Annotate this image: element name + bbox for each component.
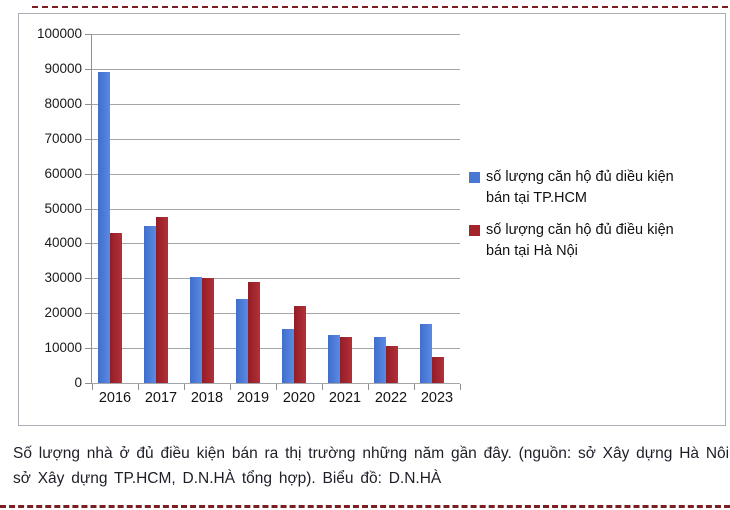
gridline — [92, 313, 460, 315]
y-axis-tick — [85, 278, 92, 280]
legend-label-line: số lượng căn hộ đủ diều kiện — [486, 169, 674, 185]
bar-2020-series0 — [282, 328, 294, 383]
y-axis-tick — [85, 34, 92, 35]
legend-label-line: số lượng căn hộ đủ điều kiện — [486, 222, 674, 238]
gridline — [92, 383, 460, 384]
x-axis-label: 2018 — [190, 390, 224, 406]
bar-2017-series1 — [156, 217, 168, 383]
bar-2016-series1 — [110, 232, 122, 383]
x-axis-label: 2017 — [144, 390, 178, 406]
legend-item-1: số lượng căn hộ đủ điều kiện bán tại Hà N… — [469, 220, 721, 262]
x-axis-tick — [230, 384, 231, 390]
plot-area: 0 10000 20000 30000 40000 50000 60000 70000 8000… — [37, 26, 461, 406]
y-axis-label: 60000 — [44, 165, 82, 181]
bar-2023-series1 — [432, 356, 444, 383]
y-axis-label: 40000 — [44, 235, 82, 251]
y-axis-label: 90000 — [44, 60, 82, 76]
y-axis-label: 100000 — [36, 26, 82, 41]
x-axis-tick — [276, 384, 277, 390]
bottom-dashed-line — [0, 505, 730, 508]
bar-2017-series0 — [144, 225, 156, 383]
bar-2021-series1 — [340, 336, 352, 383]
gridline — [92, 208, 460, 210]
y-axis-tick — [85, 383, 92, 384]
x-axis-tick — [184, 384, 185, 390]
bar-2020-series1 — [294, 306, 306, 383]
bar-2019-series0 — [236, 299, 248, 383]
legend-item-0: số lượng căn hộ đủ diều kiện bán tại TP.H… — [469, 167, 721, 209]
bar-2018-series1 — [202, 278, 214, 383]
gridline — [92, 348, 460, 350]
legend: số lượng căn hộ đủ diều kiện bán tại TP.H… — [469, 167, 721, 273]
y-axis-label: 70000 — [44, 130, 82, 146]
y-axis-tick — [85, 243, 92, 245]
x-axis-label: 2016 — [98, 390, 132, 406]
y-axis-label: 50000 — [44, 200, 82, 216]
x-axis-label: 2020 — [282, 390, 316, 406]
y-axis-tick — [85, 313, 92, 315]
y-axis-label: 80000 — [44, 95, 82, 111]
chart-frame: 0 10000 20000 30000 40000 50000 60000 70000 8000… — [18, 13, 726, 426]
bar-2022-series0 — [374, 336, 386, 383]
y-axis-label: 20000 — [44, 305, 82, 321]
bar-2018-series0 — [190, 276, 202, 383]
gridline — [92, 34, 460, 35]
y-axis-tick — [85, 208, 92, 210]
legend-label: số lượng căn hộ đủ điều kiện bán tại Hà N… — [486, 220, 674, 262]
x-axis-label: 2019 — [236, 390, 270, 406]
y-axis-label: 0 — [74, 375, 82, 390]
bar-2023-series0 — [420, 323, 432, 383]
legend-label-line: bán tại TP.HCM — [486, 190, 588, 206]
gridline — [92, 278, 460, 280]
legend-swatch-icon — [469, 225, 480, 236]
y-axis-label: 10000 — [44, 340, 82, 356]
gridline — [92, 173, 460, 175]
caption-line-2: sở Xây dựng TP.HCM, D.N.HÀ tổng hợp). Bi… — [13, 470, 442, 487]
x-axis-label: 2023 — [420, 390, 454, 406]
top-dashed-line — [32, 6, 728, 8]
x-axis-label: 2021 — [328, 390, 362, 406]
bar-2021-series0 — [328, 334, 340, 383]
caption-line-1: Số lượng nhà ở đủ điều kiện bán ra thị t… — [13, 445, 730, 462]
y-axis-tick — [85, 348, 92, 350]
y-axis-tick — [85, 68, 92, 70]
chart-caption: Số lượng nhà ở đủ điều kiện bán ra thị t… — [13, 441, 730, 491]
legend-label-line: bán tại Hà Nội — [486, 243, 578, 259]
bar-2022-series1 — [386, 346, 398, 383]
gridline — [92, 68, 460, 70]
x-axis-tick — [460, 384, 461, 390]
gridline — [92, 243, 460, 245]
y-axis-tick — [85, 103, 92, 105]
y-axis-tick — [85, 138, 92, 140]
gridline — [92, 138, 460, 140]
bar-2019-series1 — [248, 281, 260, 383]
x-axis-label: 2022 — [374, 390, 408, 406]
x-axis-tick — [368, 384, 369, 390]
x-axis-tick — [92, 384, 93, 390]
y-axis-tick — [85, 173, 92, 175]
legend-swatch-icon — [469, 172, 480, 183]
x-axis-tick — [138, 384, 139, 390]
x-axis-tick — [322, 384, 323, 390]
bar-2016-series0 — [98, 72, 110, 383]
legend-label: số lượng căn hộ đủ diều kiện bán tại TP.H… — [486, 167, 674, 209]
x-axis-tick — [414, 384, 415, 390]
gridline — [92, 103, 460, 105]
y-axis-label: 30000 — [44, 270, 82, 286]
